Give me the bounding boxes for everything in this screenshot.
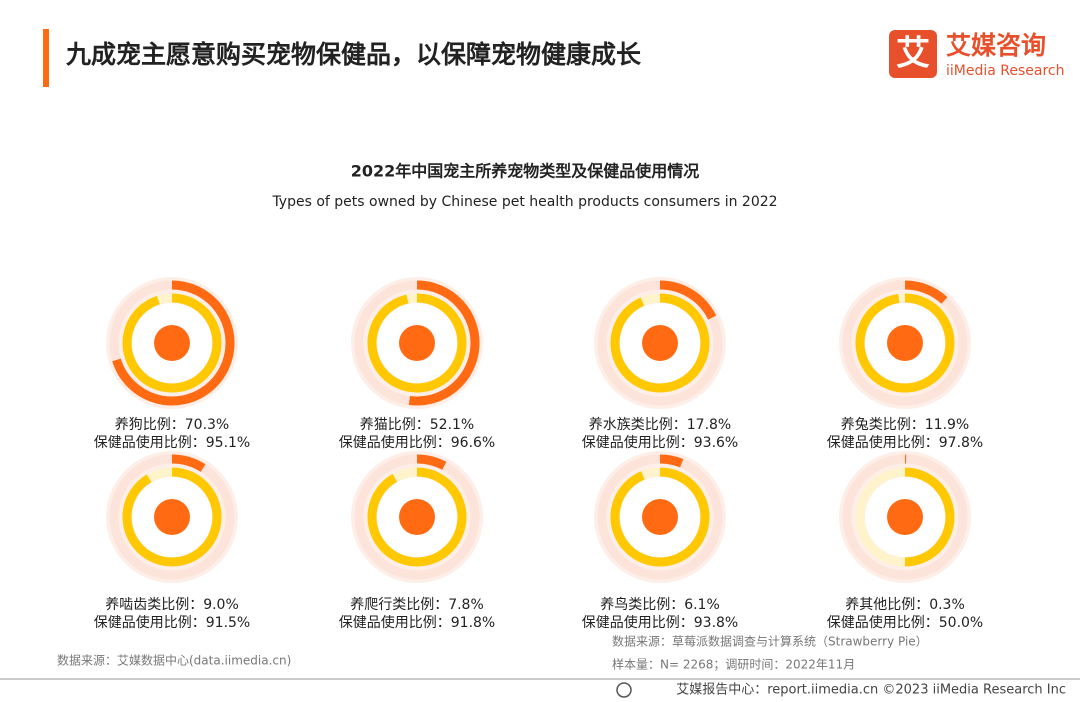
ring-label: 养猫比例：52.1% (360, 417, 474, 433)
ring-label: 养狗比例：70.3% (115, 417, 229, 433)
value-label: 95.1% (206, 435, 250, 451)
ownership-arc (171, 454, 206, 472)
ring-label: 保健品使用比例：50.0% (827, 614, 983, 631)
series-name: 养啮齿类比例： (105, 597, 203, 613)
footer-icon (616, 682, 632, 698)
sample-note: 样本量：N= 2268；调研时间：2022年11月 (612, 657, 855, 672)
ring-label: 保健品使用比例：91.5% (94, 614, 250, 631)
ring-label: 养水族类比例：17.8% (589, 417, 731, 433)
series-name: 保健品使用比例： (827, 434, 939, 451)
series-name: 保健品使用比例： (582, 614, 694, 631)
value-label: 97.8% (939, 435, 983, 451)
ring-label: 保健品使用比例：96.6% (339, 434, 495, 451)
pet-icon (642, 499, 678, 535)
ring-label: 保健品使用比例：95.1% (94, 434, 250, 451)
ownership-arc (659, 454, 684, 468)
value-label: 11.9% (925, 417, 969, 433)
pet-icon (399, 325, 435, 361)
copyright: 艾媒报告中心：report.iimedia.cn ©2023 iiMedia R… (676, 683, 1066, 698)
pet-icon (154, 499, 190, 535)
health-arc (367, 467, 467, 567)
value-label: 6.1% (684, 597, 720, 613)
value-label: 0.3% (929, 597, 965, 613)
value-label: 52.1% (430, 417, 474, 433)
health-arc (122, 467, 222, 567)
series-name: 养猫比例： (360, 417, 430, 433)
ownership-arc (659, 280, 717, 320)
value-label: 91.5% (206, 615, 250, 631)
pet-icon (642, 325, 678, 361)
ring-label: 保健品使用比例：93.8% (582, 614, 738, 631)
ownership-arc (904, 280, 948, 304)
ring-label: 保健品使用比例：97.8% (827, 434, 983, 451)
pet-icon (887, 325, 923, 361)
health-arc (367, 293, 467, 393)
logo-en: iiMedia Research (946, 63, 1065, 79)
value-label: 93.6% (694, 435, 738, 451)
series-name: 保健品使用比例： (94, 434, 206, 451)
page-title: 九成宠主愿意购买宠物保健品，以保障宠物健康成长 (65, 40, 642, 69)
series-name: 养狗比例： (115, 417, 185, 433)
value-label: 7.8% (448, 597, 484, 613)
health-arc (610, 467, 710, 567)
series-name: 养爬行类比例： (350, 597, 448, 613)
title-bar (43, 29, 49, 87)
health-arc (122, 293, 222, 393)
ring-label: 养啮齿类比例：9.0% (105, 597, 239, 613)
value-label: 17.8% (687, 417, 731, 433)
pet-icon (154, 325, 190, 361)
health-arc (855, 293, 955, 393)
logo-cn: 艾媒咨询 (946, 31, 1046, 60)
series-name: 保健品使用比例： (339, 434, 451, 451)
ownership-arc (112, 280, 235, 406)
figure-subtitle: Types of pets owned by Chinese pet healt… (271, 194, 777, 210)
ring-label: 养其他比例：0.3% (845, 597, 965, 613)
value-label: 93.8% (694, 615, 738, 631)
ownership-arc (416, 454, 447, 470)
value-label: 50.0% (939, 615, 983, 631)
ring-label: 保健品使用比例：93.6% (582, 434, 738, 451)
series-name: 养鸟类比例： (600, 597, 684, 613)
value-label: 9.0% (203, 597, 239, 613)
series-name: 养水族类比例： (589, 417, 687, 433)
value-label: 70.3% (185, 417, 229, 433)
figure-title: 2022年中国宠主所养宠物类型及保健品使用情况 (351, 162, 700, 181)
series-name: 养兔类比例： (841, 417, 925, 433)
ring-label: 保健品使用比例：91.8% (339, 614, 495, 631)
series-name: 保健品使用比例： (94, 614, 206, 631)
pet-icon (399, 499, 435, 535)
value-label: 96.6% (451, 435, 495, 451)
ring-label: 养鸟类比例：6.1% (600, 597, 720, 613)
source-right: 数据来源：草莓派数据调查与计算系统（Strawberry Pie） (612, 634, 928, 649)
pet-icon (887, 499, 923, 535)
logo-mark: 艾 (896, 34, 930, 74)
series-name: 保健品使用比例： (582, 434, 694, 451)
ring-label: 养兔类比例：11.9% (841, 417, 969, 433)
source-left: 数据来源：艾媒数据中心(data.iimedia.cn) (57, 653, 291, 668)
series-name: 养其他比例： (845, 597, 929, 613)
health-arc (610, 293, 710, 393)
series-name: 保健品使用比例： (339, 614, 451, 631)
series-name: 保健品使用比例： (827, 614, 939, 631)
value-label: 91.8% (451, 615, 495, 631)
ownership-arc (408, 280, 480, 406)
health-arc (904, 467, 955, 567)
logo-box (889, 30, 937, 78)
ring-label: 养爬行类比例：7.8% (350, 597, 484, 613)
